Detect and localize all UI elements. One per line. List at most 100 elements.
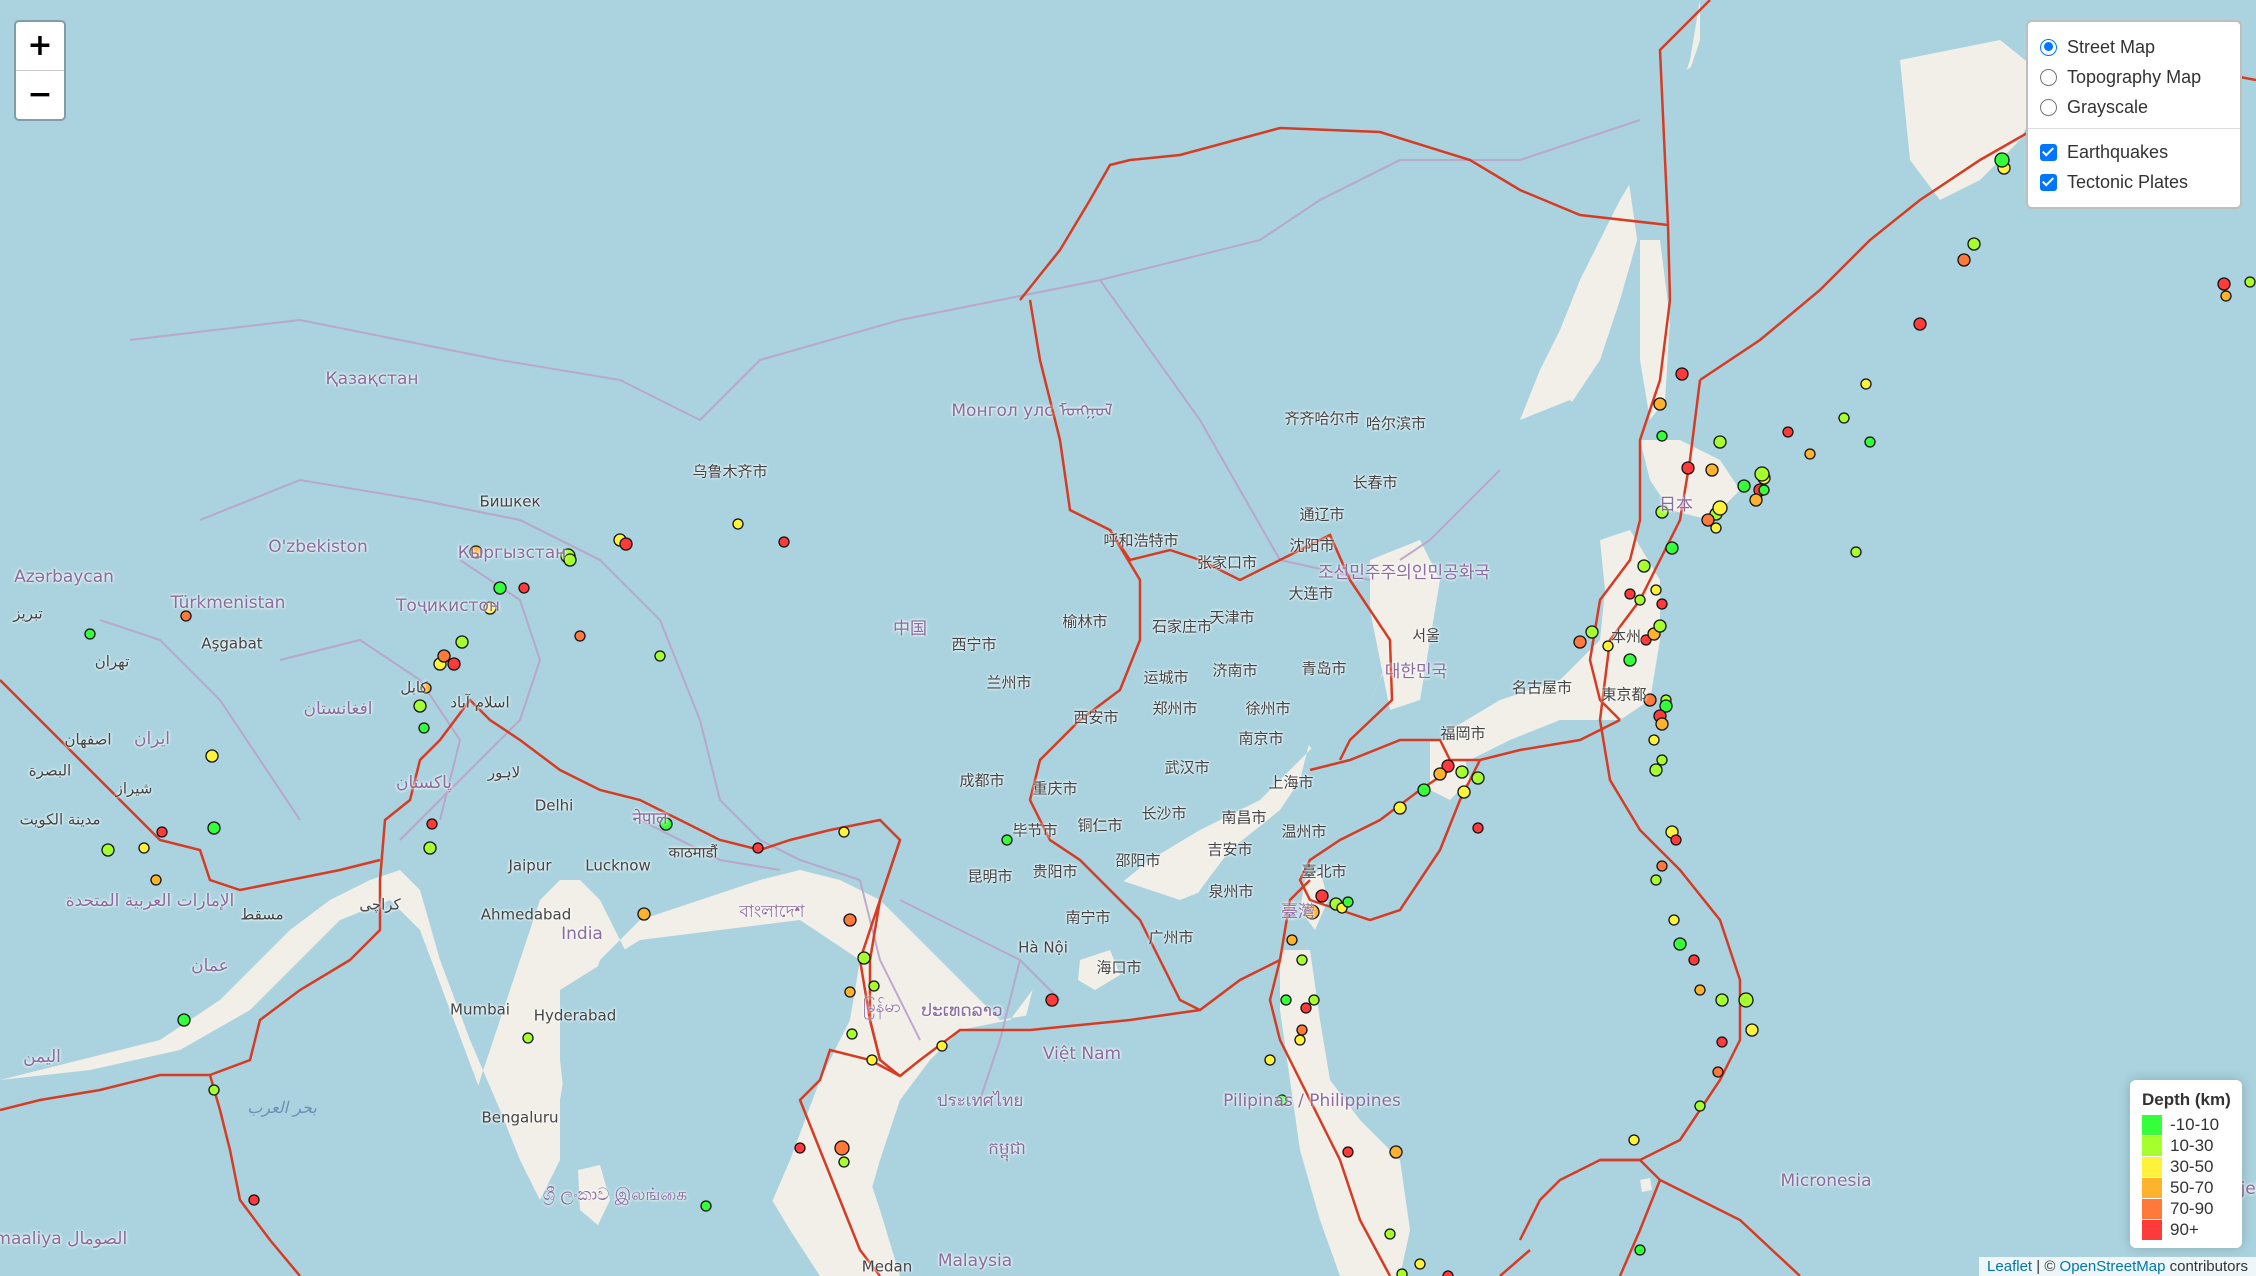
earthquake-marker[interactable] — [654, 650, 666, 662]
zoom-in-button[interactable]: + — [16, 22, 64, 71]
earthquake-marker[interactable] — [1782, 426, 1794, 438]
earthquake-marker[interactable] — [1758, 484, 1770, 496]
earthquake-marker[interactable] — [838, 826, 850, 838]
earthquake-marker[interactable] — [778, 536, 790, 548]
earthquake-marker[interactable] — [1745, 1023, 1759, 1037]
earthquake-marker[interactable] — [1001, 834, 1013, 846]
earthquake-marker[interactable] — [101, 843, 115, 857]
earthquake-marker[interactable] — [1705, 463, 1719, 477]
earthquake-marker[interactable] — [1665, 541, 1679, 555]
earthquake-marker[interactable] — [1296, 1024, 1308, 1036]
earthquake-marker[interactable] — [1712, 500, 1728, 516]
earthquake-marker[interactable] — [1414, 1258, 1426, 1270]
earthquake-marker[interactable] — [1653, 619, 1667, 633]
earthquake-marker[interactable] — [1457, 785, 1471, 799]
earthquake-marker[interactable] — [1342, 896, 1354, 908]
earthquake-marker[interactable] — [1659, 699, 1673, 713]
earthquake-marker[interactable] — [936, 1040, 948, 1052]
earthquake-marker[interactable] — [866, 1054, 878, 1066]
earthquake-marker[interactable] — [1681, 461, 1695, 475]
tectonic-plates-checkbox[interactable] — [2040, 173, 2057, 191]
earthquake-marker[interactable] — [469, 545, 483, 559]
earthquake-marker[interactable] — [1864, 436, 1876, 448]
earthquake-marker[interactable] — [1716, 1036, 1728, 1048]
earthquake-marker[interactable] — [150, 874, 162, 886]
openstreetmap-link[interactable]: OpenStreetMap — [2059, 1258, 2166, 1275]
earthquake-marker[interactable] — [1648, 734, 1660, 746]
earthquake-marker[interactable] — [447, 657, 461, 671]
earthquake-marker[interactable] — [619, 537, 633, 551]
overlay-tectonic-plates[interactable]: Tectonic Plates — [2040, 167, 2228, 197]
earthquake-marker[interactable] — [1300, 1002, 1312, 1014]
earthquake-marker[interactable] — [180, 610, 192, 622]
earthquake-marker[interactable] — [1650, 874, 1662, 886]
earthquake-marker[interactable] — [574, 630, 586, 642]
earthquake-marker[interactable] — [1749, 493, 1763, 507]
earthquake-marker[interactable] — [1838, 412, 1850, 424]
earthquake-marker[interactable] — [1634, 594, 1646, 606]
earthquake-marker[interactable] — [1754, 466, 1770, 482]
earthquake-marker[interactable] — [2217, 277, 2231, 291]
earthquake-marker[interactable] — [1673, 937, 1687, 951]
earthquake-marker[interactable] — [1688, 954, 1700, 966]
grayscale-radio[interactable] — [2040, 98, 2057, 116]
earthquake-markers[interactable] — [84, 152, 2256, 1276]
earthquake-marker[interactable] — [1623, 653, 1637, 667]
earthquake-marker[interactable] — [1441, 759, 1455, 773]
earthquake-marker[interactable] — [1045, 993, 1059, 1007]
earthquake-marker[interactable] — [1675, 367, 1689, 381]
earthquake-marker[interactable] — [1967, 237, 1981, 251]
earthquake-marker[interactable] — [1713, 435, 1727, 449]
earthquake-marker[interactable] — [413, 699, 427, 713]
base-layer-topography-map[interactable]: Topography Map — [2040, 62, 2228, 92]
earthquake-marker[interactable] — [1304, 904, 1320, 920]
earthquake-marker[interactable] — [455, 635, 469, 649]
earthquake-marker[interactable] — [732, 518, 744, 530]
earthquake-marker[interactable] — [857, 951, 871, 965]
earthquake-marker[interactable] — [1694, 1100, 1706, 1112]
earthquake-marker[interactable] — [1342, 1146, 1354, 1158]
leaflet-link[interactable]: Leaflet — [1987, 1258, 2033, 1275]
earthquake-marker[interactable] — [1472, 822, 1484, 834]
earthquake-marker[interactable] — [1624, 588, 1636, 600]
earthquake-marker[interactable] — [1417, 783, 1431, 797]
earthquake-marker[interactable] — [1573, 635, 1587, 649]
earthquake-marker[interactable] — [844, 986, 856, 998]
earthquake-marker[interactable] — [1653, 397, 1667, 411]
earthquake-marker[interactable] — [1602, 640, 1614, 652]
earthquake-marker[interactable] — [418, 722, 430, 734]
earthquake-marker[interactable] — [700, 1200, 712, 1212]
earthquake-marker[interactable] — [2220, 290, 2232, 302]
earthquake-marker[interactable] — [1637, 559, 1651, 573]
earthquake-marker[interactable] — [1389, 1145, 1403, 1159]
overlay-earthquakes[interactable]: Earthquakes — [2040, 137, 2228, 167]
earthquake-marker[interactable] — [838, 1156, 850, 1168]
earthquake-marker[interactable] — [156, 826, 168, 838]
earthquake-marker[interactable] — [1994, 152, 2010, 168]
earthquake-marker[interactable] — [659, 817, 673, 831]
earthquake-marker[interactable] — [483, 601, 497, 615]
earthquake-marker[interactable] — [1710, 522, 1722, 534]
earthquake-marker[interactable] — [1634, 1244, 1646, 1256]
earthquake-marker[interactable] — [1656, 860, 1668, 872]
earthquake-marker[interactable] — [637, 907, 651, 921]
earthquake-marker[interactable] — [84, 628, 96, 640]
earthquake-marker[interactable] — [1433, 767, 1447, 781]
earthquake-marker[interactable] — [1850, 546, 1862, 558]
earthquake-marker[interactable] — [1643, 693, 1657, 707]
earthquake-marker[interactable] — [1655, 505, 1669, 519]
earthquake-marker[interactable] — [1286, 934, 1298, 946]
earthquake-marker[interactable] — [177, 1013, 191, 1027]
earthquake-marker[interactable] — [437, 649, 451, 663]
base-layer-street-map[interactable]: Street Map — [2040, 32, 2228, 62]
earthquake-marker[interactable] — [1264, 1054, 1276, 1066]
earthquake-marker[interactable] — [1715, 993, 1729, 1007]
earthquake-marker[interactable] — [1384, 1228, 1396, 1240]
earthquake-marker[interactable] — [1656, 430, 1668, 442]
earthquake-marker[interactable] — [522, 1032, 534, 1044]
earthquake-marker[interactable] — [1737, 479, 1751, 493]
earthquake-marker[interactable] — [1655, 717, 1669, 731]
earthquake-marker[interactable] — [1670, 834, 1682, 846]
